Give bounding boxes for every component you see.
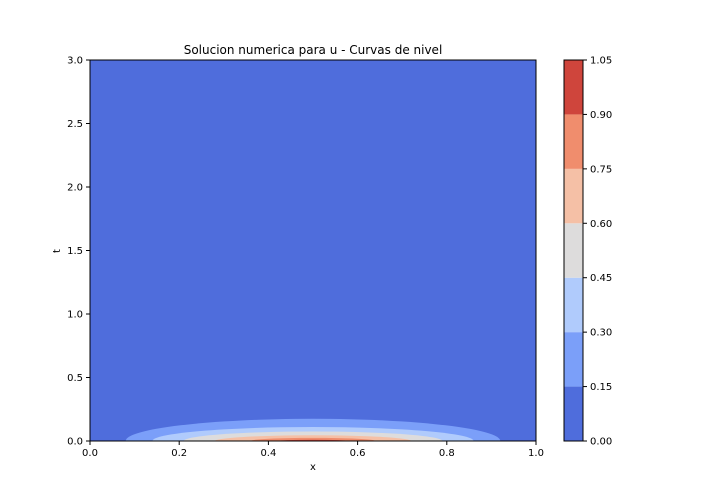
- colorbar-segment: [564, 168, 583, 224]
- y-tick-label: 1.5: [67, 246, 83, 257]
- colorbar-segment: [564, 114, 583, 169]
- chart-title: Solucion numerica para u - Curvas de niv…: [184, 43, 443, 57]
- colorbar: [563, 59, 584, 442]
- y-axis-label: t: [52, 249, 63, 253]
- colorbar-tick-label: 0.90: [590, 110, 612, 121]
- x-axis-ticks: 0.0 0.2 0.4 0.6 0.8 1.0: [82, 441, 544, 459]
- colorbar-frame: [563, 59, 584, 442]
- x-tick-label: 0.8: [439, 448, 455, 459]
- contour-regions: [125, 418, 501, 441]
- colorbar-segment: [564, 277, 583, 333]
- x-tick-label: 1.0: [528, 448, 544, 459]
- colorbar-tick-label: 1.05: [590, 56, 612, 67]
- y-tick-label: 2.5: [67, 119, 83, 130]
- colorbar-ticks: 0.00 0.15 0.30 0.45 0.60 0.75 0.90 1.05: [583, 56, 612, 448]
- colorbar-tick-label: 0.00: [590, 437, 612, 448]
- x-tick-label: 0.6: [350, 448, 366, 459]
- colorbar-tick-label: 0.60: [590, 219, 612, 230]
- y-tick-label: 0.5: [67, 373, 83, 384]
- x-tick-label: 0.4: [260, 448, 276, 459]
- x-tick-label: 0.2: [171, 448, 187, 459]
- y-tick-label: 3.0: [67, 56, 83, 67]
- x-axis-label: x: [310, 462, 316, 473]
- colorbar-tick-label: 0.15: [590, 382, 612, 393]
- colorbar-tick-label: 0.75: [590, 164, 612, 175]
- colorbar-tick-label: 0.30: [590, 328, 612, 339]
- contour-band-5: [250, 437, 376, 441]
- colorbar-segment: [564, 386, 583, 441]
- x-tick-label: 0.0: [82, 448, 98, 459]
- y-tick-label: 1.0: [67, 310, 83, 321]
- plot-area: [90, 60, 536, 441]
- y-tick-label: 0.0: [67, 437, 83, 448]
- colorbar-tick-label: 0.45: [590, 273, 612, 284]
- y-axis-ticks: 0.0 0.5 1.0 1.5 2.0 2.5 3.0: [67, 56, 90, 448]
- colorbar-segment: [564, 223, 583, 278]
- colorbar-segment: [564, 60, 583, 115]
- contour-band-0: [90, 60, 536, 441]
- y-tick-label: 2.0: [67, 183, 83, 194]
- colorbar-segment: [564, 332, 583, 387]
